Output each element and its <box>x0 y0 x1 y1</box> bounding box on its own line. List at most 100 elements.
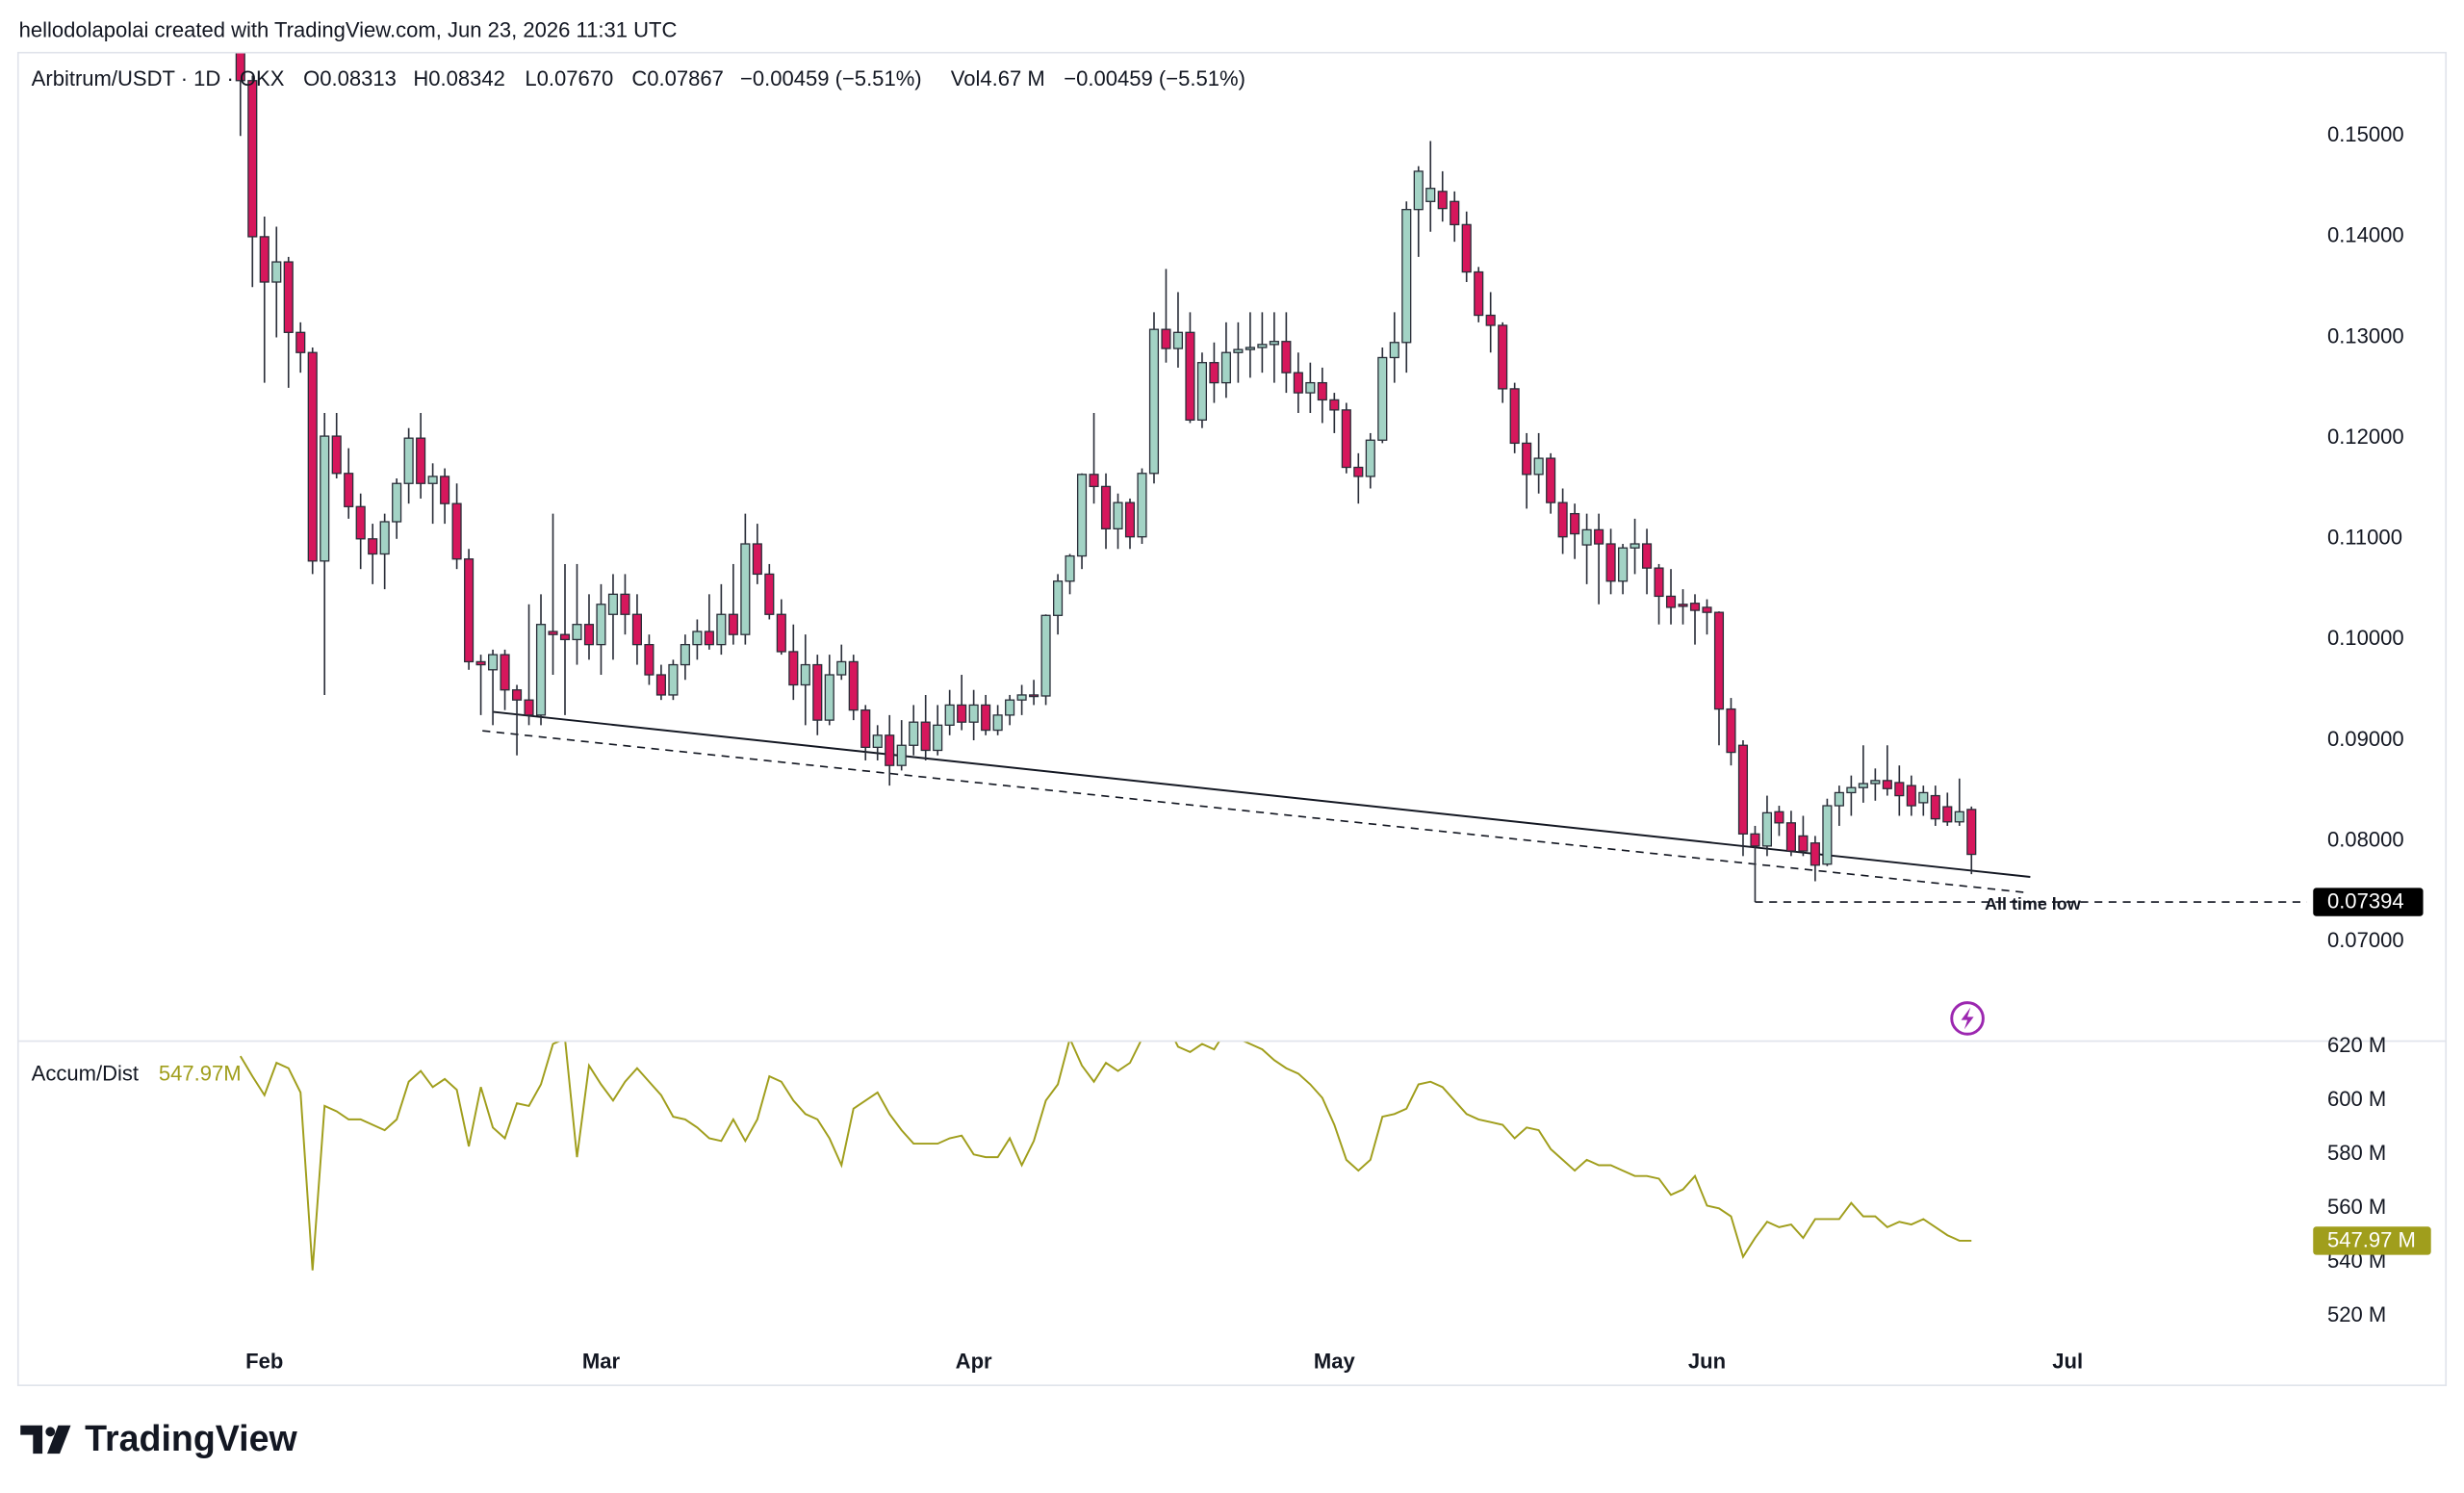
symbol-title: Arbitrum/USDT · 1D · OKX <box>32 66 285 90</box>
candle-body-down <box>1810 842 1820 866</box>
candle-body-down <box>655 674 666 696</box>
candle-body-down <box>331 435 342 475</box>
x-tick-label: Apr <box>956 1349 992 1373</box>
y-tick-label: 0.10000 <box>2327 626 2404 650</box>
candle-body-up <box>1076 474 1088 557</box>
candle-body-down <box>451 502 462 560</box>
candle-body-down <box>1474 270 1484 317</box>
y-tick-label: 0.11000 <box>2327 526 2402 550</box>
y-tick-label: 600 M <box>2327 1087 2386 1111</box>
candle-body-down <box>631 613 643 646</box>
candle-body-up <box>1846 786 1857 794</box>
candle-body-down <box>1930 794 1940 820</box>
candle-body-up <box>1172 331 1184 349</box>
candle-body-up <box>992 714 1003 732</box>
candle-body-down <box>416 437 426 484</box>
y-tick-label: 0.08000 <box>2327 827 2404 851</box>
legend-change: −0.00459 (−5.51%) <box>740 66 922 90</box>
candle-body-up <box>1389 342 1399 359</box>
tradingview-logo[interactable]: TradingView <box>20 1418 297 1458</box>
candle-body-up <box>427 476 438 484</box>
candle-body-up <box>1305 381 1316 394</box>
alert-bolt[interactable] <box>1961 1007 1974 1030</box>
candle-body-down <box>920 721 931 752</box>
candle-body-up <box>909 721 919 746</box>
alert-icon[interactable] <box>1950 1001 1985 1036</box>
candle-body-down <box>1665 595 1677 608</box>
candle-body-down <box>885 734 895 766</box>
candle-body-up <box>1533 457 1544 476</box>
candle-body-down <box>283 261 294 333</box>
candle-body-down <box>1461 223 1472 273</box>
candle-body-down <box>1437 191 1448 210</box>
candle-body-up <box>1630 543 1640 549</box>
candle-body-down <box>1100 485 1112 529</box>
candle-body-up <box>1269 341 1279 346</box>
candle-body-up <box>403 437 414 484</box>
candle-body-down <box>344 473 354 507</box>
atl-annotation: All time low <box>1985 894 2081 914</box>
candle-body-up <box>1918 791 1929 804</box>
candle-body-down <box>752 543 762 576</box>
candle-body-down <box>500 654 510 691</box>
x-tick-label: Mar <box>582 1349 621 1373</box>
candle-body-up <box>607 593 619 615</box>
candle-body-up <box>740 543 751 635</box>
candle-body-down <box>1774 811 1784 824</box>
indicator-line <box>239 1042 1972 1271</box>
x-tick-label: May <box>1314 1349 1356 1373</box>
logo-mark[interactable] <box>20 1425 43 1454</box>
candle-body-up <box>1137 473 1147 538</box>
candle-body-up <box>1196 362 1208 421</box>
candle-body-up <box>1401 209 1412 344</box>
candle-body-down <box>1605 543 1616 582</box>
candle-body-down <box>1942 806 1953 823</box>
candle-body-up <box>1148 328 1160 475</box>
candle-body-down <box>1678 604 1688 607</box>
candle-body-down <box>1522 442 1532 476</box>
candle-body-up <box>1425 188 1436 202</box>
candle-body-up <box>535 624 547 716</box>
candle-body-down <box>981 704 991 732</box>
candle-body-down <box>235 53 245 82</box>
logo-text[interactable]: TradingView <box>85 1418 297 1458</box>
candle-body-down <box>788 651 799 686</box>
candle-body-down <box>368 538 378 555</box>
candle-body-down <box>1089 474 1099 488</box>
candle-body-up <box>1065 554 1075 582</box>
candle-body-up <box>320 435 330 562</box>
candle-body-up <box>1858 783 1868 788</box>
candle-body-up <box>1761 811 1773 847</box>
candle-body-up <box>968 704 979 723</box>
logo-dot[interactable] <box>45 1427 56 1437</box>
candle-body-down <box>1341 409 1351 469</box>
candle-body-down <box>1329 399 1340 411</box>
y-tick-label: 520 M <box>2327 1302 2386 1326</box>
support-trendline <box>493 710 2031 878</box>
candle-body-down <box>1894 782 1905 797</box>
candle-body-up <box>572 624 582 641</box>
candle-body-up <box>800 663 810 686</box>
candle-body-down <box>1293 372 1303 394</box>
candle-body-down <box>1737 744 1749 835</box>
indicator-pane <box>239 1042 1972 1271</box>
candle-body-up <box>1220 351 1231 384</box>
candle-body-down <box>1882 780 1892 789</box>
candle-body-up <box>716 613 727 646</box>
candle-body-up <box>1822 805 1833 865</box>
candle-body-up <box>1870 780 1881 785</box>
candle-body-up <box>1365 439 1375 477</box>
volume-change: −0.00459 (−5.51%) <box>1064 66 1245 90</box>
y-tick-label: 620 M <box>2327 1033 2386 1057</box>
logo-slash[interactable] <box>46 1425 71 1454</box>
candle-body-up <box>1581 528 1592 546</box>
candle-body-down <box>1785 822 1796 852</box>
indicator-value-label: 547.97 M <box>2327 1228 2416 1252</box>
candle-body-down <box>1594 528 1604 545</box>
y-tick-label: 0.07000 <box>2327 928 2404 952</box>
credit: hellodolapolai created with TradingView.… <box>19 17 678 41</box>
candle-body-up <box>933 724 943 752</box>
legend-open: O0.08313 <box>303 66 397 90</box>
candle-body-up <box>1954 811 1964 823</box>
candle-body-down <box>511 689 523 701</box>
